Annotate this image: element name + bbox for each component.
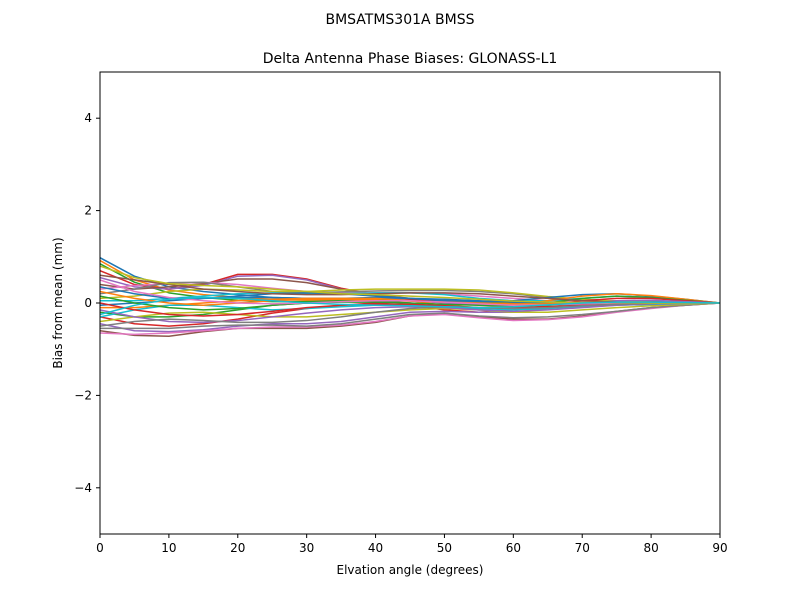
y-tick-label: −2 xyxy=(74,388,92,402)
series-line-17 xyxy=(100,302,720,336)
series-line-25 xyxy=(100,302,720,324)
x-tick-label: 40 xyxy=(368,541,383,555)
series-line-30 xyxy=(100,296,720,316)
y-tick-label: 4 xyxy=(84,111,92,125)
y-tick-label: 0 xyxy=(84,296,92,310)
series-line-28 xyxy=(100,302,720,327)
y-axis: −4 −2 0 2 4 xyxy=(74,111,100,495)
series-line-18 xyxy=(100,302,720,330)
x-tick-label: 10 xyxy=(161,541,176,555)
chart-title: Delta Antenna Phase Biases: GLONASS-L1 xyxy=(263,51,558,67)
x-tick-label: 70 xyxy=(575,541,590,555)
y-tick-label: −4 xyxy=(74,481,92,495)
series-line-19 xyxy=(100,302,720,323)
x-axis: 0 10 20 30 40 50 60 70 80 90 xyxy=(96,534,728,555)
x-tick-label: 60 xyxy=(506,541,521,555)
x-axis-label: Elvation angle (degrees) xyxy=(337,563,484,577)
series-layer xyxy=(100,257,720,338)
x-tick-label: 80 xyxy=(643,541,658,555)
x-tick-label: 0 xyxy=(96,541,104,555)
y-tick-label: 2 xyxy=(84,204,92,218)
figure-suptitle: BMSATMS301A BMSS xyxy=(325,12,474,28)
x-tick-label: 20 xyxy=(230,541,245,555)
x-tick-label: 30 xyxy=(299,541,314,555)
x-tick-label: 50 xyxy=(437,541,452,555)
series-line-15 xyxy=(100,299,720,333)
x-tick-label: 90 xyxy=(712,541,727,555)
y-axis-label: Bias from mean (mm) xyxy=(51,237,65,368)
